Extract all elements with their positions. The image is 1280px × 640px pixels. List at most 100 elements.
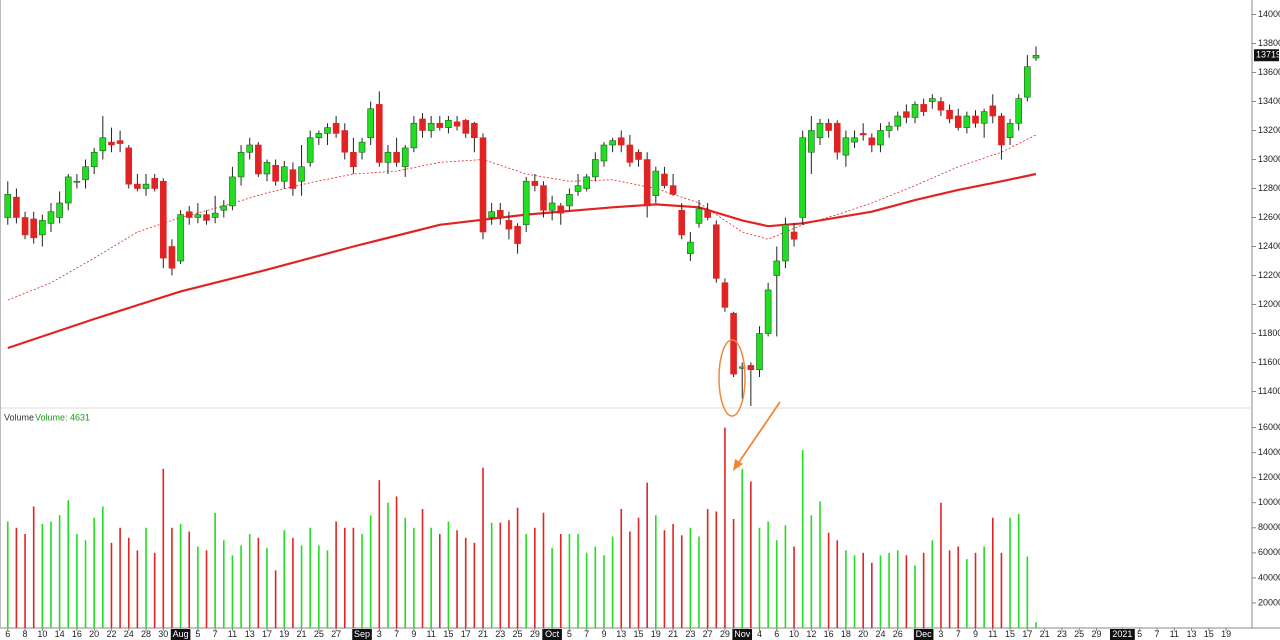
- volume-bar: [784, 525, 787, 628]
- volume-tick-label: 120000: [1258, 472, 1280, 482]
- x-tick-label: 29: [720, 629, 730, 639]
- volume-bar: [775, 540, 778, 628]
- candles: [4, 46, 1040, 406]
- candle-body: [13, 196, 20, 218]
- y-tick-label: 13200: [1258, 125, 1280, 135]
- volume-bar: [801, 450, 804, 628]
- x-tick-label: 18: [841, 629, 851, 639]
- candle-body: [825, 122, 832, 131]
- candle-body: [358, 141, 366, 153]
- candle-body: [56, 202, 63, 218]
- volume-bar: [326, 550, 329, 628]
- volume-bar: [594, 546, 597, 628]
- volume-title: Volume: [4, 412, 34, 422]
- x-tick-label: 24: [124, 629, 134, 639]
- volume-bar: [257, 537, 260, 628]
- candle-body: [471, 122, 478, 139]
- candle-body: [384, 151, 392, 163]
- volume-bar: [871, 562, 873, 628]
- volume-bar: [343, 527, 346, 628]
- annotation-arrow: [736, 401, 781, 466]
- axes: 1140011600118001200012200124001260012800…: [5, 9, 1280, 640]
- x-tick-label: 11: [228, 629, 237, 639]
- volume-bar: [672, 524, 674, 628]
- highlight-ellipse: [718, 339, 746, 417]
- volume-bar: [888, 552, 890, 628]
- x-tick-label: 7: [1154, 629, 1159, 639]
- candle-body: [721, 282, 729, 308]
- volume-bar: [119, 527, 121, 628]
- volume-bar: [24, 534, 26, 628]
- moving-average-line: [7, 172, 1037, 350]
- volume-bar: [620, 508, 623, 628]
- volume-bar: [58, 515, 61, 628]
- candle-body: [859, 133, 867, 136]
- volume-bar: [689, 527, 692, 628]
- volume-bar: [655, 515, 657, 628]
- volume-bar: [551, 547, 553, 628]
- candle-body: [419, 118, 426, 131]
- y-tick-label: 13400: [1258, 96, 1280, 106]
- volume-bar: [335, 521, 337, 628]
- candle-body: [609, 140, 616, 146]
- x-tick-box: [732, 629, 753, 640]
- candle-body: [332, 122, 340, 134]
- x-tick-box: [1109, 629, 1135, 640]
- candle-body: [280, 166, 288, 182]
- candle-body: [1032, 54, 1040, 59]
- volume-bar: [387, 502, 389, 628]
- candle-body: [548, 202, 556, 211]
- candle-body: [272, 165, 279, 182]
- x-tick-label: 7: [213, 629, 218, 639]
- volume-bar: [430, 527, 432, 628]
- volume-legend: Volume: 4631: [35, 412, 90, 422]
- x-tick-label: Sep: [354, 629, 370, 639]
- candle-body: [306, 137, 314, 163]
- volume-bar: [456, 530, 458, 628]
- x-tick-label: 10: [37, 629, 47, 639]
- candle-body: [911, 104, 919, 118]
- volume-bar: [758, 527, 761, 628]
- candle-body: [652, 170, 660, 197]
- candle-body: [946, 109, 953, 120]
- x-tick-label: 12: [806, 629, 816, 639]
- candle-body: [298, 166, 305, 182]
- volume-bar: [611, 536, 614, 628]
- x-tick-label: 11: [1170, 629, 1179, 639]
- candle-body: [64, 176, 72, 204]
- volume-bar: [145, 527, 147, 628]
- candle-body: [790, 231, 798, 240]
- volume-bar: [715, 511, 718, 628]
- candle-body: [782, 224, 789, 262]
- volume-bar: [292, 537, 294, 628]
- candle-body: [712, 224, 720, 279]
- volume-bar: [568, 534, 571, 628]
- volume-tick-label: 40000: [1258, 572, 1280, 582]
- volume-bar: [248, 534, 251, 628]
- candle-body: [661, 173, 668, 186]
- x-tick-label: 9: [601, 629, 606, 639]
- x-tick-label: 11: [988, 629, 997, 639]
- volume-bar: [940, 502, 942, 628]
- volume-bar: [32, 506, 35, 628]
- candle-body: [583, 176, 590, 189]
- candle-body: [376, 104, 383, 163]
- volume-bar: [896, 550, 899, 628]
- candle-body: [764, 289, 772, 334]
- candle-body: [885, 125, 893, 131]
- volume-bar: [767, 521, 769, 628]
- x-tick-label: 23: [495, 629, 505, 639]
- candle-body: [496, 209, 504, 218]
- y-tick-label: 13800: [1258, 38, 1280, 48]
- candle-body: [401, 147, 409, 168]
- x-tick-label: 2021: [1112, 629, 1132, 639]
- x-tick-label: 20: [858, 629, 868, 639]
- candle-body: [73, 180, 81, 183]
- volume-bar: [136, 550, 139, 628]
- x-tick-label: 21: [668, 629, 678, 639]
- volume-bar: [827, 532, 830, 628]
- candle-body: [894, 115, 902, 127]
- candle-body: [168, 246, 176, 269]
- candle-body: [937, 101, 945, 111]
